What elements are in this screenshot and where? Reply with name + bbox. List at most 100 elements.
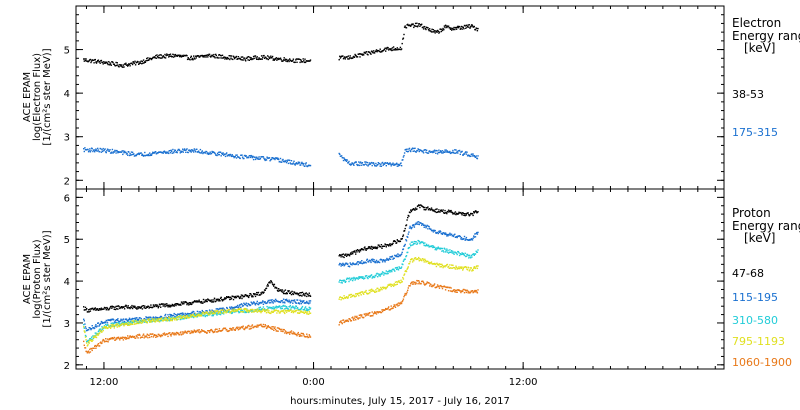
proton-point [115, 305, 117, 308]
electron-point [462, 26, 464, 29]
proton-point [218, 312, 220, 314]
proton-point [263, 291, 265, 293]
proton-point [274, 306, 277, 309]
proton-point [403, 294, 406, 296]
proton-point [468, 257, 470, 259]
proton-point [443, 212, 446, 214]
electron-panel-frame [75, 5, 725, 190]
proton-point [210, 301, 213, 303]
proton-point [459, 290, 461, 292]
electron-point [224, 153, 226, 155]
proton-point [364, 313, 366, 316]
proton-point [477, 249, 479, 251]
proton-point [426, 224, 428, 227]
proton-point [213, 310, 216, 312]
proton-point [446, 235, 448, 237]
proton-point [155, 319, 158, 322]
electron-point [440, 30, 442, 33]
electron-point [237, 56, 240, 58]
electron-point [350, 163, 353, 165]
proton-point [380, 246, 382, 248]
proton-point [156, 318, 158, 320]
proton-point [281, 300, 284, 302]
electron-point [400, 165, 403, 167]
proton-point [181, 315, 183, 317]
electron-point [192, 59, 194, 61]
electron-point [471, 153, 473, 155]
electron-point [408, 147, 411, 150]
proton-point [87, 341, 90, 343]
proton-point [308, 295, 310, 297]
proton-point [293, 299, 296, 301]
electron-point [451, 151, 453, 154]
proton-point [180, 317, 183, 319]
proton-point [173, 334, 175, 336]
proton-point [274, 301, 276, 303]
electron-point [131, 153, 133, 156]
electron-point [171, 150, 173, 152]
proton-point [133, 321, 135, 323]
electron-point [437, 151, 439, 154]
proton-point [210, 310, 213, 312]
proton-point [459, 267, 461, 269]
proton-point [243, 302, 245, 304]
proton-point [236, 326, 238, 328]
proton-point [237, 329, 240, 331]
proton-point [380, 311, 383, 314]
proton-point [208, 314, 210, 316]
proton-point [462, 269, 464, 271]
electron-point [269, 57, 271, 59]
proton-point [188, 330, 191, 333]
proton-point [193, 316, 195, 319]
proton-point [105, 321, 107, 324]
electron-point [94, 58, 96, 61]
proton-point [273, 327, 276, 329]
electron-point [455, 28, 458, 30]
proton-point [290, 330, 293, 332]
proton-point [402, 234, 405, 236]
electron-point [304, 165, 306, 167]
electron-point [107, 63, 109, 66]
proton-point [436, 231, 439, 234]
proton-point [296, 293, 299, 295]
proton-point [282, 301, 284, 304]
proton-point [105, 307, 107, 309]
proton-point [98, 309, 100, 311]
proton-point [344, 280, 346, 282]
proton-point [458, 235, 461, 237]
proton-point [219, 297, 222, 299]
proton-point [396, 239, 398, 241]
electron-point [403, 33, 405, 36]
electron-point [94, 149, 96, 152]
proton-point [289, 306, 291, 308]
proton-point [276, 289, 279, 291]
proton-point [232, 306, 235, 309]
electron-point [396, 162, 398, 164]
proton-point [127, 324, 129, 326]
electron-point [434, 150, 436, 152]
proton-point [443, 247, 446, 249]
proton-point [393, 283, 395, 285]
proton-point [389, 258, 392, 260]
electron-point [223, 154, 225, 156]
electron-point [363, 54, 365, 56]
electron-point [240, 56, 243, 58]
proton-point [128, 307, 131, 309]
proton-point [386, 285, 389, 288]
proton-point [347, 278, 350, 280]
proton-point [195, 301, 197, 303]
electron-point [369, 163, 372, 165]
proton-point [370, 315, 373, 317]
proton-point [359, 291, 362, 294]
proton-point [276, 307, 278, 309]
proton-point [292, 302, 294, 304]
proton-point [256, 294, 258, 296]
electron-point [295, 59, 297, 61]
electron-point [91, 147, 93, 150]
electron-point [89, 58, 92, 61]
proton-point [193, 331, 195, 333]
proton-point [260, 302, 263, 304]
proton-point [473, 235, 475, 237]
proton-point [95, 347, 97, 349]
proton-point [134, 307, 137, 309]
